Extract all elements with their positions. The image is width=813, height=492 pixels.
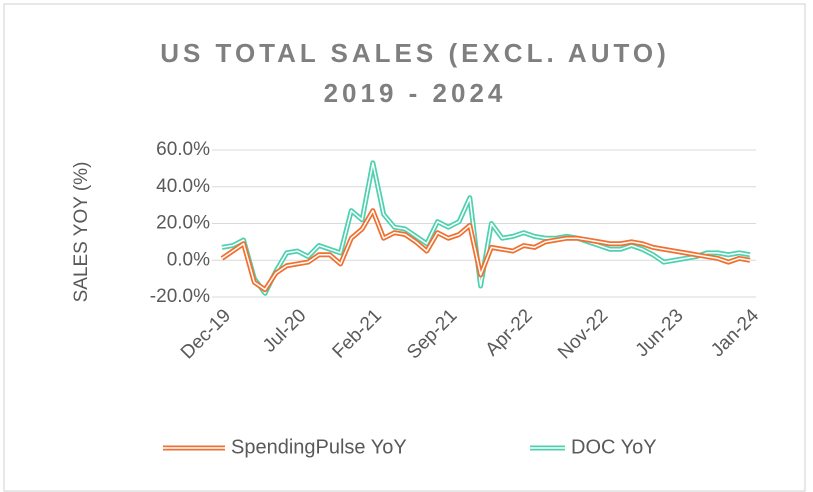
series-line-inner	[221, 209, 751, 291]
chart-title: US TOTAL SALES (EXCL. AUTO)	[160, 38, 670, 68]
y-axis-label: SALES YOY (%)	[71, 162, 92, 303]
legend-label: DOC YoY	[571, 436, 657, 458]
chart-subtitle: 2019 - 2024	[324, 78, 507, 108]
y-tick-label: -20.0%	[150, 286, 210, 307]
chart-frame	[3, 3, 806, 492]
y-tick-label: 60.0%	[156, 139, 210, 160]
y-tick-label: 20.0%	[156, 213, 210, 234]
legend-label: SpendingPulse YoY	[231, 436, 407, 458]
y-tick-label: 40.0%	[156, 176, 210, 197]
y-tick-label: 0.0%	[167, 249, 210, 270]
